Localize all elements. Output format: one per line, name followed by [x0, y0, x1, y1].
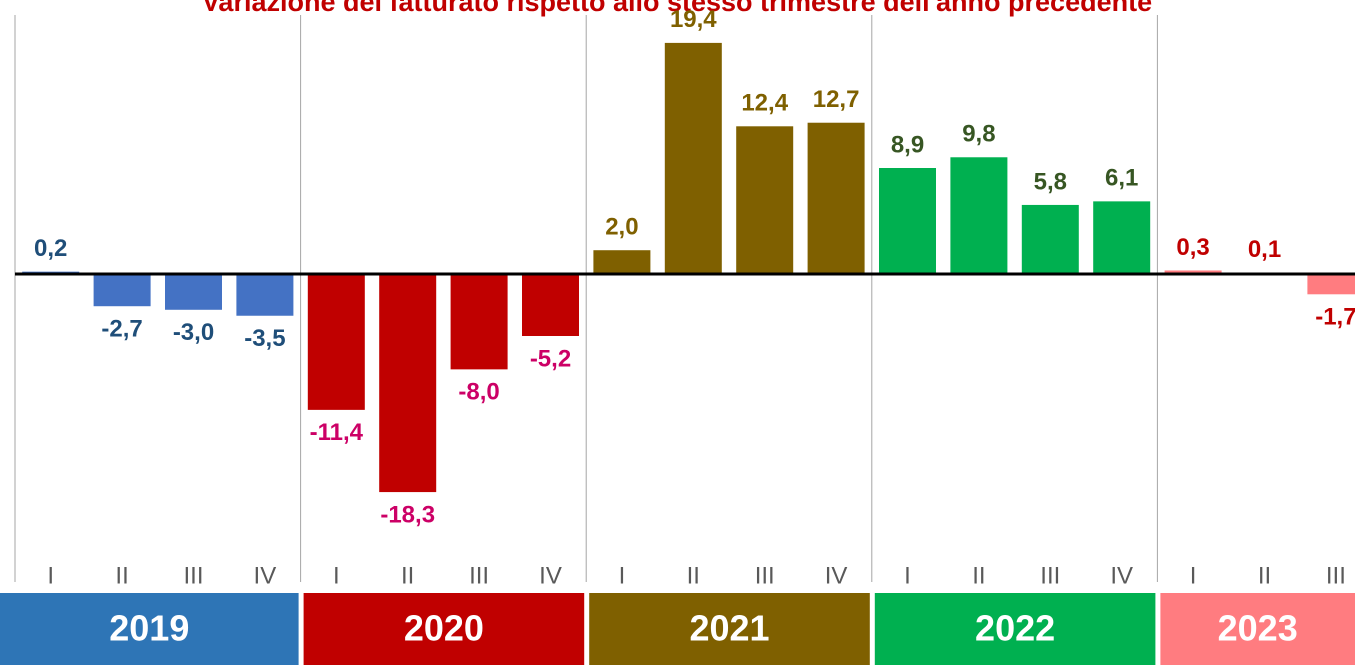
x-tick-label: IV: [1110, 562, 1133, 589]
bar: [807, 122, 865, 275]
year-label: 2019: [109, 608, 189, 649]
bar: [950, 157, 1008, 275]
bar: [307, 274, 365, 410]
x-tick-label: I: [47, 562, 54, 589]
value-label: 0,2: [34, 235, 67, 262]
x-tick-label: IV: [254, 562, 277, 589]
bar: [1021, 204, 1079, 275]
value-label: 0,3: [1176, 234, 1209, 261]
bar: [379, 274, 437, 493]
value-label: 5,8: [1034, 168, 1067, 195]
year-label: 2021: [689, 608, 769, 649]
value-label: 12,7: [813, 86, 860, 113]
value-label: -18,3: [380, 501, 435, 528]
value-label: -11,4: [310, 419, 364, 446]
bar: [1307, 274, 1355, 295]
year-band: [589, 593, 870, 665]
bar: [593, 250, 651, 275]
bar: [736, 126, 794, 275]
x-tick-label: II: [401, 562, 414, 589]
x-tick-label: II: [972, 562, 985, 589]
value-label: -5,2: [530, 345, 571, 372]
x-tick-label: III: [183, 562, 203, 589]
year-label: 2020: [404, 608, 484, 649]
chart-title: Variazione del fatturato rispetto allo s…: [202, 0, 1152, 17]
year-band: [0, 593, 299, 665]
value-label: -3,5: [244, 325, 285, 352]
value-label: 8,9: [891, 131, 924, 158]
value-label: 2,0: [605, 214, 638, 241]
x-tick-label: IV: [539, 562, 562, 589]
x-tick-label: IV: [825, 562, 848, 589]
year-band: [303, 593, 585, 665]
value-label: -1,7: [1315, 304, 1355, 331]
value-label: 0,1: [1248, 236, 1281, 263]
bar: [93, 274, 151, 307]
x-tick-label: III: [469, 562, 489, 589]
value-label: 9,8: [962, 121, 995, 148]
bar: [522, 274, 579, 336]
bar: [165, 274, 222, 310]
year-label: 2023: [1218, 608, 1298, 649]
value-label: -2,7: [101, 316, 142, 343]
bar: [236, 274, 294, 316]
value-label: -8,0: [458, 379, 499, 406]
x-tick-label: III: [755, 562, 775, 589]
x-tick-label: III: [1326, 562, 1346, 589]
x-tick-label: I: [333, 562, 340, 589]
value-label: -3,0: [173, 319, 214, 346]
x-tick-label: I: [619, 562, 626, 589]
value-label: 6,1: [1105, 165, 1138, 192]
x-tick-label: II: [1258, 562, 1271, 589]
value-label: 12,4: [741, 90, 788, 117]
bar: [1093, 201, 1151, 275]
bar: [450, 274, 508, 370]
x-tick-label: II: [687, 562, 700, 589]
year-band: [1160, 593, 1355, 665]
year-band: [874, 593, 1156, 665]
bar: [1164, 270, 1222, 275]
x-tick-label: I: [1190, 562, 1197, 589]
bar: [879, 168, 936, 275]
x-tick-label: II: [115, 562, 128, 589]
x-tick-label: III: [1040, 562, 1060, 589]
value-label: 19,4: [670, 6, 717, 33]
x-tick-label: I: [904, 562, 911, 589]
bar: [664, 42, 722, 275]
year-label: 2022: [975, 608, 1055, 649]
